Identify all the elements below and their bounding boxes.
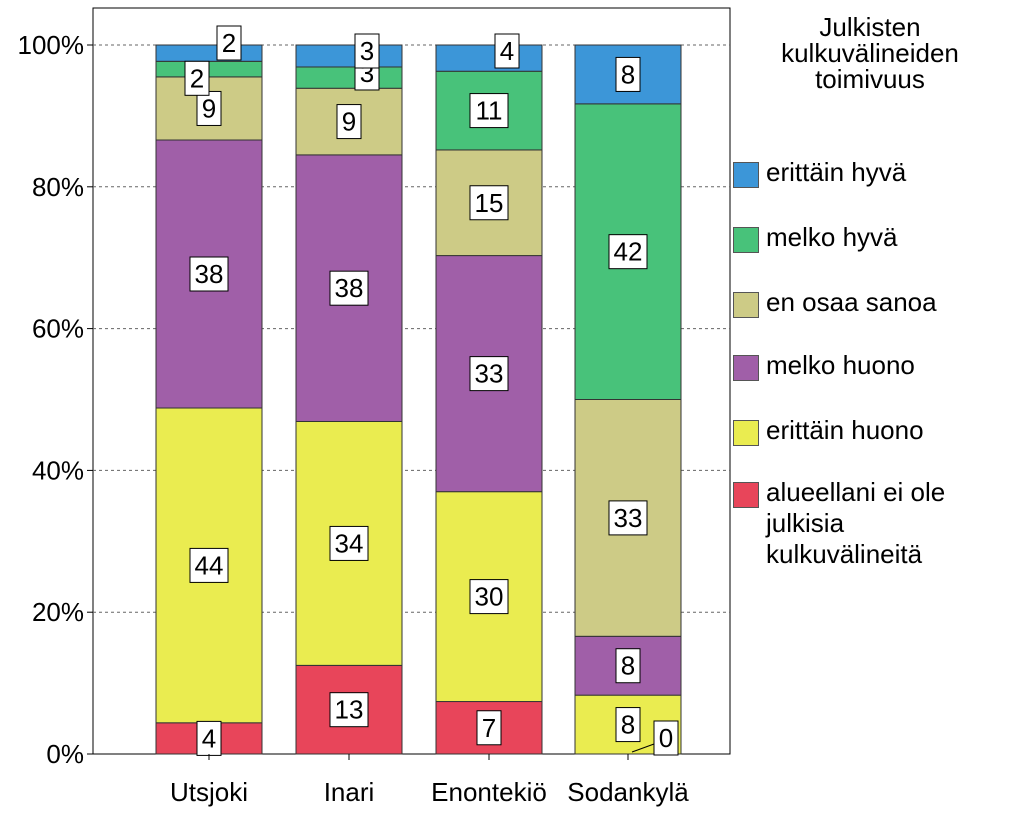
data-label-box <box>469 93 509 129</box>
y-tick-label: 100% <box>18 30 85 60</box>
data-label: 9 <box>202 93 216 123</box>
y-tick-label: 60% <box>32 314 84 344</box>
bar-segment <box>155 44 263 62</box>
data-label: 11 <box>476 96 503 126</box>
x-tick-label: Inari <box>324 777 375 807</box>
legend-label: melko hyvä <box>766 222 898 252</box>
data-label-box <box>329 270 369 306</box>
bar-segment <box>435 44 543 72</box>
data-label-box <box>329 525 369 561</box>
data-label-box <box>189 256 229 292</box>
bar-segment <box>295 44 403 68</box>
data-label-box <box>608 500 648 536</box>
legend-label: erittäin huono <box>766 415 924 445</box>
data-label-box <box>615 56 641 92</box>
legend-label: alueellani ei ole julkisia kulkuvälineit… <box>766 477 946 569</box>
data-label-box <box>216 25 242 61</box>
x-tick-label: Enontekiö <box>431 777 547 807</box>
y-axis: 0% 20% 40% 60% 80% 100% <box>18 30 93 769</box>
y-tick-label: 20% <box>32 597 84 627</box>
data-label: 42 <box>614 237 643 267</box>
data-label: 38 <box>195 259 224 289</box>
data-label-box <box>189 547 229 583</box>
data-label: 13 <box>335 695 364 725</box>
data-label: 38 <box>335 273 364 303</box>
legend-swatch <box>733 355 759 381</box>
bars <box>155 44 682 755</box>
data-label: 33 <box>475 359 504 389</box>
data-label: 8 <box>621 651 635 681</box>
x-tick-label: Utsjoki <box>170 777 248 807</box>
data-label: 4 <box>202 723 216 753</box>
data-label: 9 <box>342 107 356 137</box>
data-label: 34 <box>335 528 364 558</box>
data-label: 8 <box>621 710 635 740</box>
data-label-box <box>329 692 369 728</box>
data-label-box <box>184 60 210 96</box>
data-label-box <box>608 234 648 270</box>
label-leader-line <box>631 743 655 753</box>
y-tick-label: 40% <box>32 455 84 485</box>
legend-swatch <box>733 420 759 446</box>
bar-segment <box>295 66 403 89</box>
data-label: 3 <box>360 36 374 66</box>
data-label-box <box>469 579 509 615</box>
legend-swatch <box>733 482 759 508</box>
data-label-box <box>494 33 520 69</box>
x-tick-label: Sodankylä <box>567 777 689 807</box>
data-label: 4 <box>500 36 514 66</box>
data-label-box <box>354 33 380 69</box>
data-label: 0 <box>659 723 673 753</box>
data-label: 33 <box>614 503 643 533</box>
data-label: 15 <box>475 188 504 218</box>
data-label: 2 <box>222 28 236 58</box>
legend-swatch <box>733 227 759 253</box>
data-label-box <box>336 104 362 140</box>
data-label-box <box>653 720 679 756</box>
legend-swatch <box>733 162 759 188</box>
legend-label: erittäin hyvä <box>766 157 907 187</box>
x-axis: Utsjoki Inari Enontekiö Sodankylä <box>170 754 689 807</box>
data-label: 7 <box>482 713 496 743</box>
y-tick-label: 0% <box>46 739 84 769</box>
legend-label: melko huono <box>766 350 915 380</box>
legend-label: en osaa sanoa <box>766 287 937 317</box>
data-label: 8 <box>621 59 635 89</box>
data-label-box <box>196 90 222 126</box>
y-tick-label: 80% <box>32 172 84 202</box>
data-label: 2 <box>190 63 204 93</box>
data-label-box <box>476 710 502 746</box>
data-label: 44 <box>195 550 224 580</box>
legend-swatch <box>733 292 759 318</box>
data-label-box <box>469 356 509 392</box>
data-label-box <box>615 648 641 684</box>
data-label: 30 <box>475 582 504 612</box>
data-label-box <box>615 707 641 743</box>
legend-title: Julkisten kulkuvälineiden toimivuus <box>781 12 959 94</box>
data-label-box <box>469 185 509 221</box>
